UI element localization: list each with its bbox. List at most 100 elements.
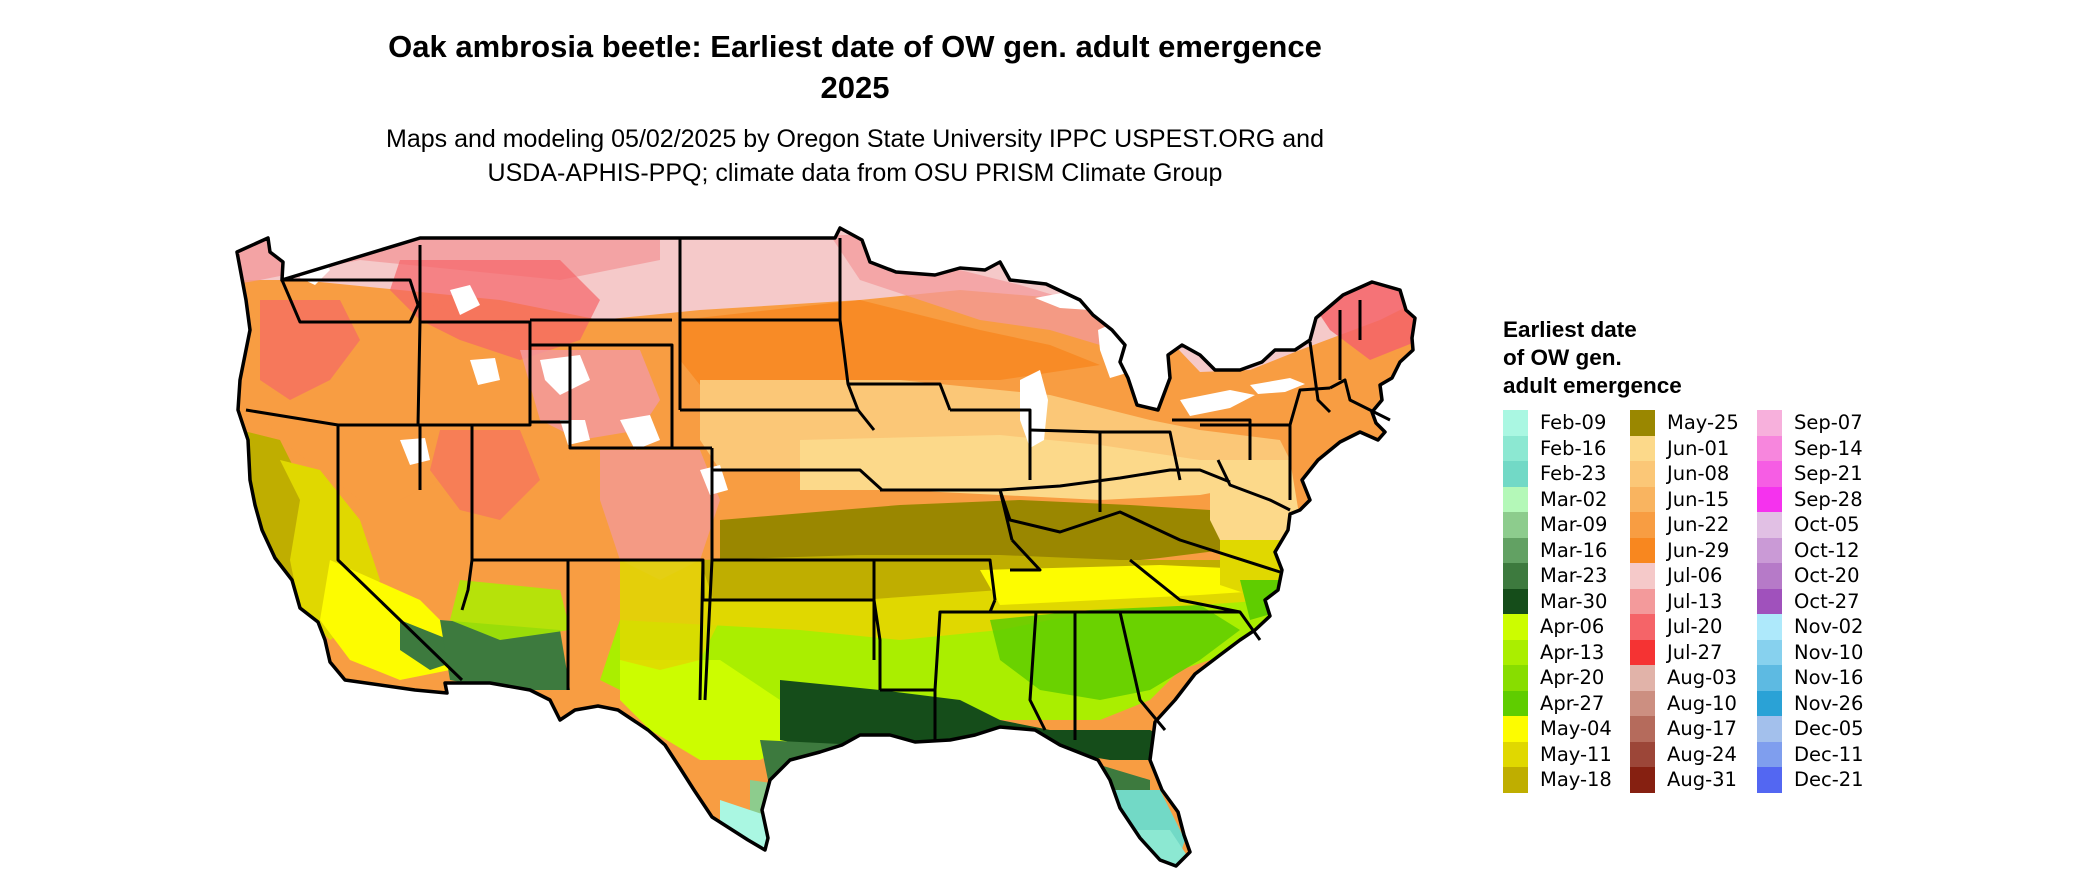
legend-swatch	[1630, 716, 1655, 742]
legend-label: Dec-05	[1794, 717, 1864, 740]
subtitle-line-1: Maps and modeling 05/02/2025 by Oregon S…	[386, 125, 1324, 153]
legend-swatch	[1630, 563, 1655, 589]
legend-swatch	[1503, 665, 1528, 691]
legend-swatch	[1757, 588, 1782, 614]
legend-label: May-11	[1540, 742, 1612, 766]
legend-label: Sep-21	[1794, 462, 1863, 485]
legend-swatch	[1630, 639, 1655, 665]
map-subtitle: Maps and modeling 05/02/2025 by Oregon S…	[190, 122, 1520, 190]
legend-label: Jul-27	[1667, 640, 1723, 664]
legend-swatch	[1630, 767, 1655, 793]
legend-label: Nov-16	[1794, 666, 1864, 689]
legend-label: Feb-23	[1540, 462, 1607, 485]
legend-swatch	[1630, 741, 1655, 767]
legend-swatch	[1503, 767, 1528, 793]
legend-label: Jun-15	[1667, 487, 1730, 511]
legend-label: Jul-06	[1667, 564, 1723, 587]
legend-swatch	[1503, 461, 1528, 487]
legend-label: Apr-20	[1540, 666, 1605, 689]
legend-swatch	[1757, 537, 1782, 563]
legend-swatch	[1503, 563, 1528, 589]
legend-swatch	[1757, 461, 1782, 487]
legend-label: Aug-24	[1667, 742, 1737, 766]
legend-swatch	[1757, 512, 1782, 538]
legend-swatch	[1757, 614, 1782, 640]
legend-label: Dec-11	[1794, 742, 1864, 766]
legend-label: May-04	[1540, 717, 1612, 740]
legend-swatch	[1757, 639, 1782, 665]
us-outline	[235, 226, 1417, 868]
legend-label: Mar-02	[1540, 487, 1608, 511]
legend-swatch	[1503, 614, 1528, 640]
legend-label: Nov-02	[1794, 615, 1864, 638]
legend-label: Jun-29	[1667, 538, 1730, 562]
legend-swatch	[1757, 410, 1782, 436]
legend-swatch	[1503, 486, 1528, 512]
legend-swatch	[1757, 767, 1782, 793]
legend-label: Oct-12	[1794, 538, 1860, 562]
legend-label: Oct-20	[1794, 564, 1860, 587]
legend-swatch	[1503, 639, 1528, 665]
legend-label: Oct-05	[1794, 513, 1860, 536]
legend-label: Aug-17	[1667, 717, 1737, 740]
legend-label: Aug-31	[1667, 768, 1737, 791]
legend-swatch	[1503, 741, 1528, 767]
legend-swatch	[1503, 690, 1528, 716]
legend-label: Nov-10	[1794, 640, 1864, 664]
legend-label: Mar-30	[1540, 589, 1608, 613]
legend-swatch	[1630, 690, 1655, 716]
legend-label: Sep-28	[1794, 487, 1863, 511]
legend-label: May-25	[1667, 411, 1739, 434]
legend-label: Sep-07	[1794, 411, 1863, 434]
legend-label: May-18	[1540, 768, 1612, 791]
legend-swatch	[1757, 741, 1782, 767]
legend-label: Aug-03	[1667, 666, 1737, 689]
legend-swatch	[1757, 716, 1782, 742]
legend-swatch	[1630, 537, 1655, 563]
legend-label: Oct-27	[1794, 589, 1860, 613]
title-line-1: Oak ambrosia beetle: Earliest date of OW…	[388, 29, 1322, 64]
legend-label: Jun-22	[1667, 513, 1730, 536]
legend-swatch	[1630, 410, 1655, 436]
state-boundaries	[245, 238, 1391, 742]
legend-swatch	[1503, 410, 1528, 436]
legend-title-line-3: adult emergence	[1503, 373, 1682, 398]
legend-label: Sep-14	[1794, 436, 1863, 460]
legend-label: Apr-13	[1540, 640, 1605, 664]
legend-label: Apr-27	[1540, 691, 1605, 715]
legend-label: Mar-09	[1540, 513, 1608, 536]
legend-swatch	[1503, 588, 1528, 614]
legend-swatch	[1757, 690, 1782, 716]
legend-swatch	[1630, 461, 1655, 487]
legend-swatch	[1630, 588, 1655, 614]
emergence-raster	[237, 228, 1415, 866]
legend-title-line-2: of OW gen.	[1503, 345, 1622, 370]
legend-label: Jun-01	[1667, 436, 1730, 460]
legend-label: Mar-16	[1540, 538, 1608, 562]
legend-label: Jul-13	[1667, 589, 1723, 613]
legend-label: Aug-10	[1667, 691, 1737, 715]
legend-swatch	[1630, 435, 1655, 461]
legend-label: Apr-06	[1540, 615, 1605, 638]
legend-swatch	[1757, 435, 1782, 461]
legend-swatch	[1757, 665, 1782, 691]
title-line-2: 2025	[820, 70, 890, 105]
legend-swatch	[1503, 512, 1528, 538]
legend-label: Jun-08	[1667, 462, 1730, 485]
great-lakes	[1020, 288, 1305, 448]
legend-label: Dec-21	[1794, 768, 1864, 791]
legend-swatch	[1757, 563, 1782, 589]
subtitle-line-2: USDA-APHIS-PPQ; climate data from OSU PR…	[487, 159, 1223, 187]
legend-label: Mar-23	[1540, 564, 1608, 587]
legend-swatch	[1503, 716, 1528, 742]
legend-swatch	[1630, 614, 1655, 640]
legend-label: Nov-26	[1794, 691, 1864, 715]
legend-label: Jul-20	[1667, 615, 1723, 638]
legend-label: Feb-09	[1540, 411, 1607, 434]
legend-swatch	[1503, 435, 1528, 461]
legend-swatch	[1503, 537, 1528, 563]
map-title: Oak ambrosia beetle: Earliest date of OW…	[190, 26, 1520, 108]
legend-title-line-1: Earliest date	[1503, 317, 1637, 342]
legend-label: Feb-16	[1540, 436, 1607, 460]
